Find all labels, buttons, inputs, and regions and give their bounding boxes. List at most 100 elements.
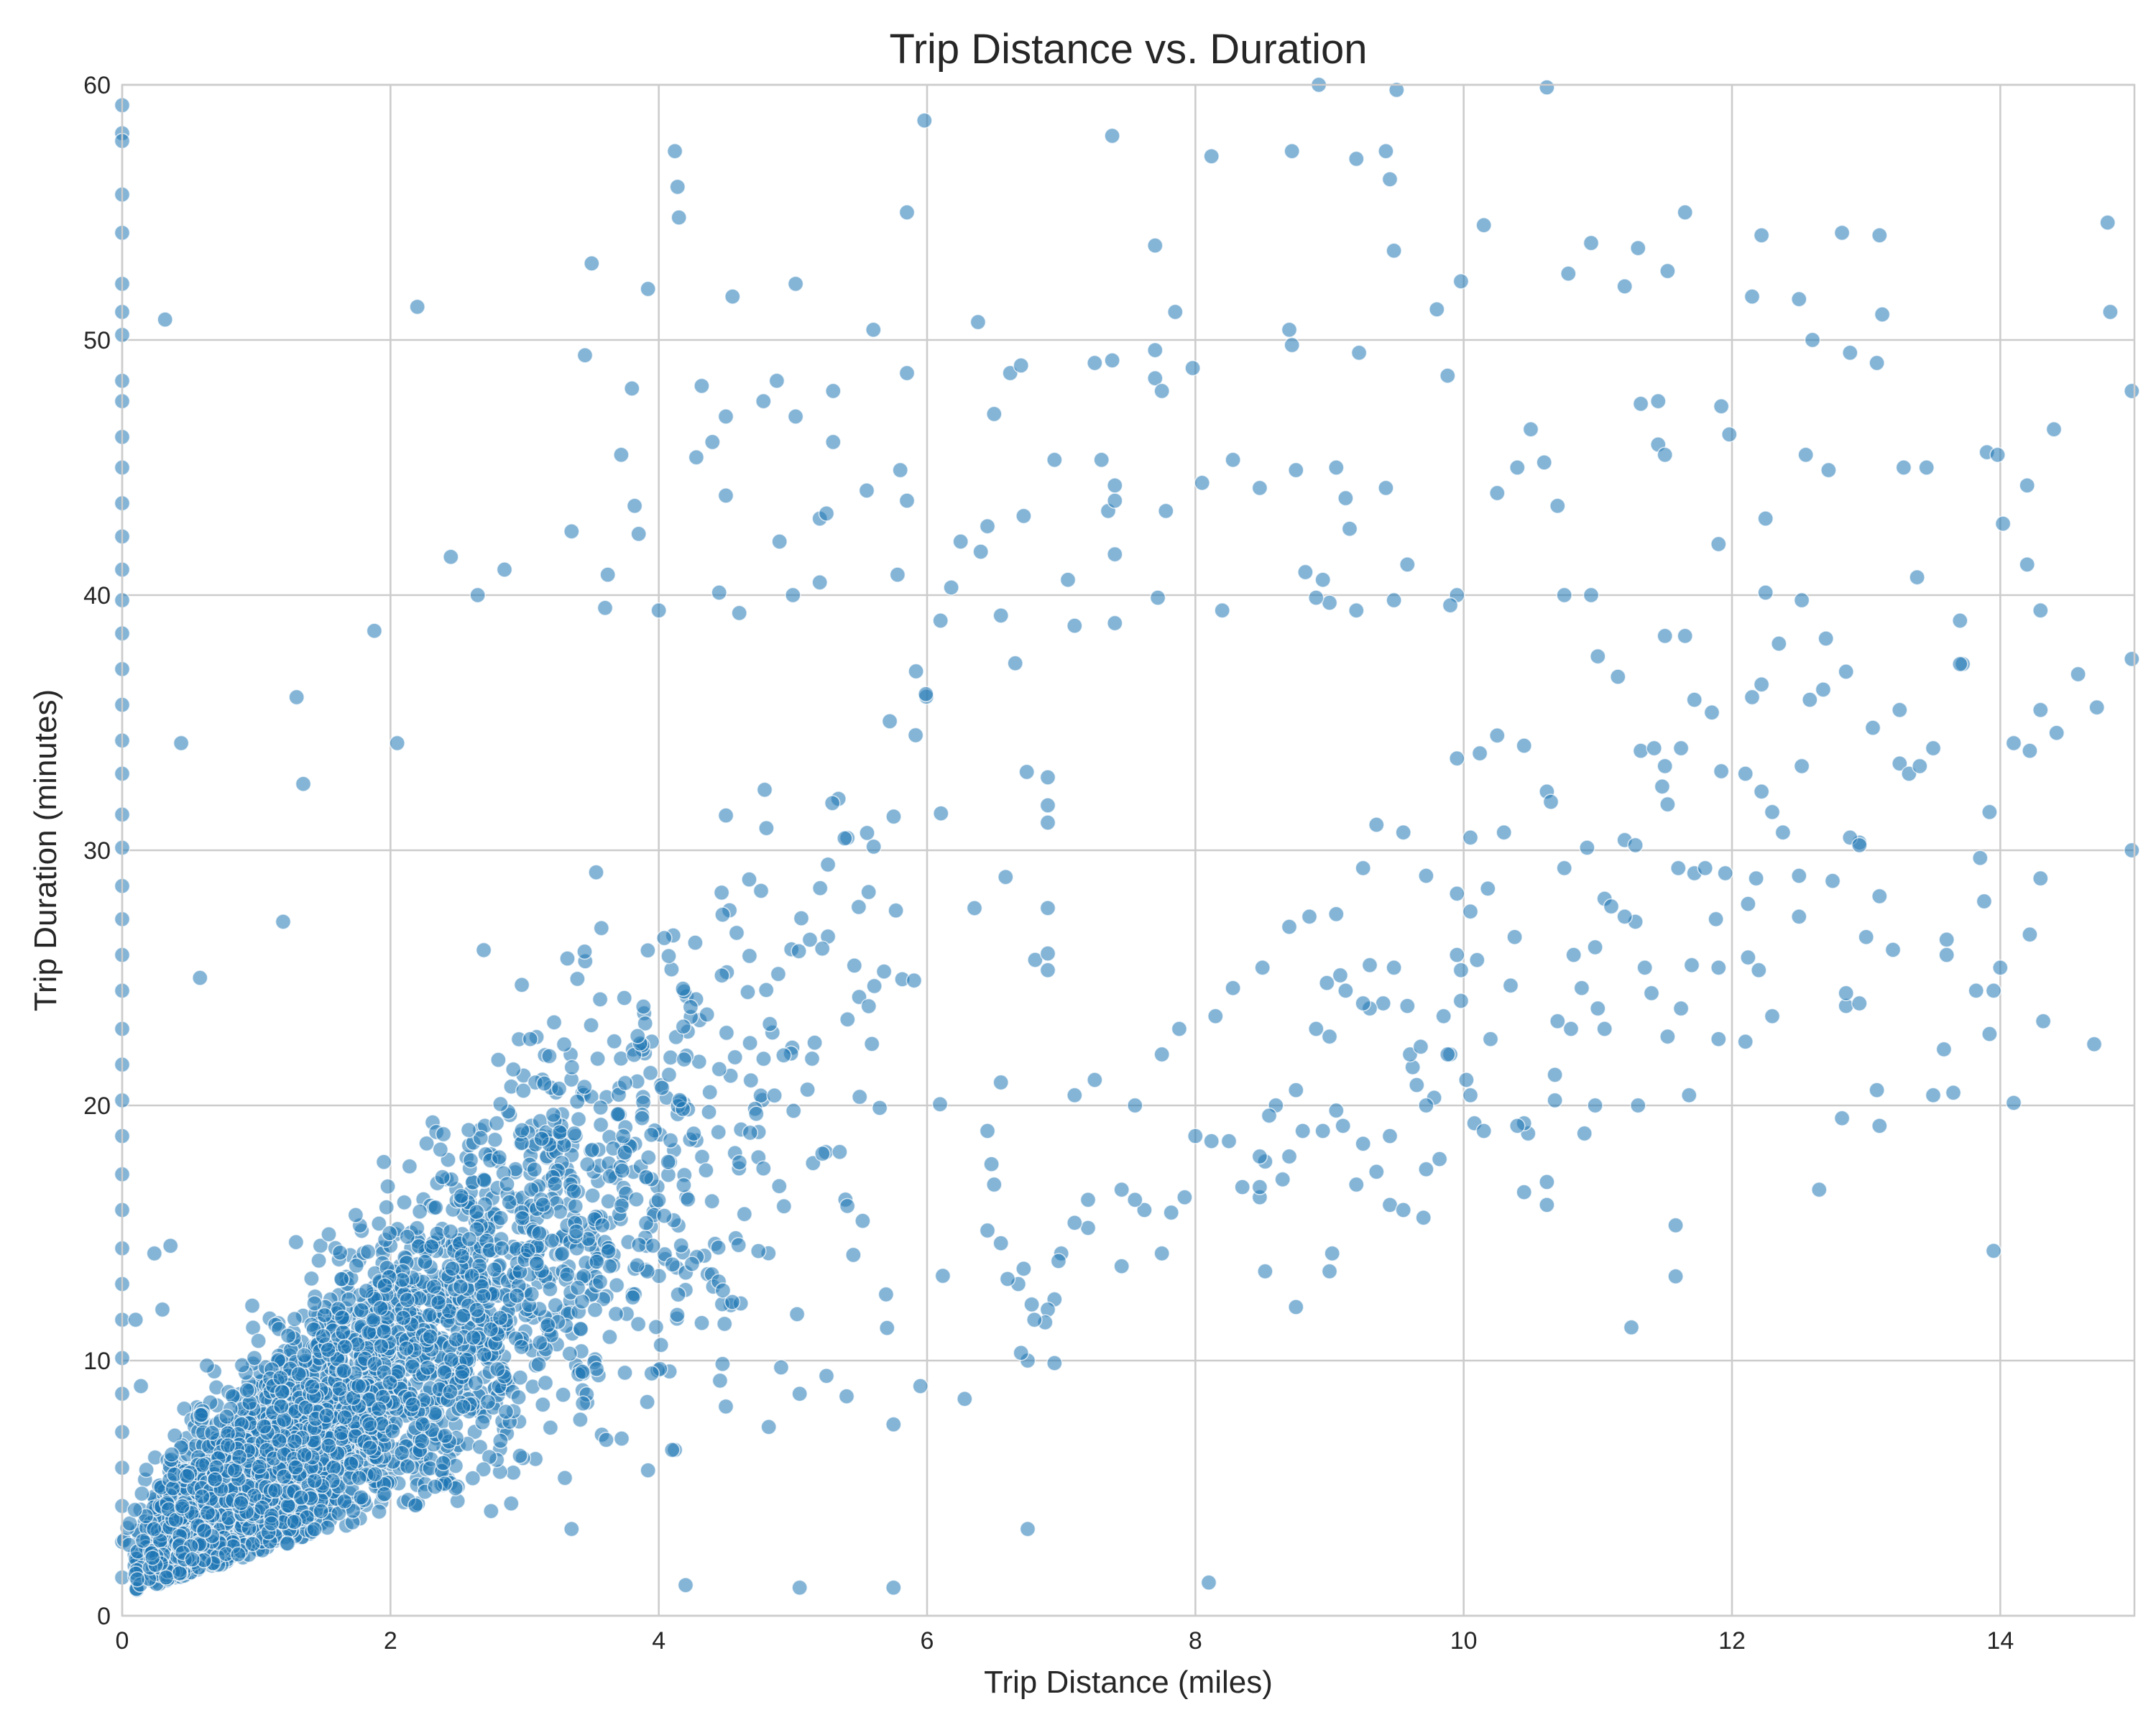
data-point <box>1153 382 1170 400</box>
data-point <box>613 446 630 464</box>
data-point <box>637 1215 655 1231</box>
data-point <box>740 984 756 1000</box>
data-point <box>134 1485 150 1502</box>
y-tick-label: 60 <box>83 72 111 99</box>
data-point <box>1757 510 1774 527</box>
data-point <box>640 280 657 298</box>
data-point <box>630 525 648 543</box>
data-point <box>771 1178 788 1195</box>
data-point <box>298 1399 314 1416</box>
data-point <box>1681 1087 1697 1104</box>
data-point <box>193 1488 211 1505</box>
data-point <box>1023 1296 1040 1313</box>
data-point <box>365 1312 382 1328</box>
data-point <box>1308 1021 1325 1037</box>
data-point <box>933 805 949 822</box>
data-point <box>165 1480 181 1496</box>
data-point <box>1740 896 1756 912</box>
data-point <box>1697 860 1713 877</box>
data-point <box>286 1433 303 1450</box>
data-point <box>206 1471 224 1488</box>
data-point <box>629 1257 646 1274</box>
data-point <box>731 604 747 622</box>
data-point <box>1288 1299 1304 1315</box>
x-tick-label: 2 <box>384 1627 397 1655</box>
data-point <box>1549 1013 1566 1030</box>
data-point <box>825 433 842 451</box>
data-point <box>626 497 643 515</box>
data-point <box>530 1356 547 1373</box>
data-point <box>642 1126 660 1144</box>
data-point <box>1802 691 1818 708</box>
data-point <box>331 1381 349 1397</box>
data-point <box>1710 960 1727 976</box>
data-point <box>292 1489 310 1506</box>
data-point <box>453 1187 470 1205</box>
data-point <box>520 1242 537 1259</box>
data-point <box>574 1395 591 1412</box>
data-point <box>1067 617 1083 634</box>
data-point <box>785 1103 802 1119</box>
data-point <box>486 1261 503 1278</box>
data-point <box>336 1409 354 1426</box>
data-point <box>1590 1000 1606 1017</box>
data-point <box>643 1365 660 1382</box>
data-point <box>1791 290 1807 308</box>
data-point <box>1386 960 1402 976</box>
data-point <box>1627 837 1644 854</box>
data-point <box>818 1368 835 1384</box>
data-point <box>469 1302 485 1318</box>
data-point <box>664 1256 681 1273</box>
data-point <box>885 808 902 825</box>
data-point <box>2099 214 2116 231</box>
data-point <box>1925 740 1942 757</box>
data-point <box>1547 1067 1563 1083</box>
data-point <box>583 255 600 272</box>
data-point <box>417 1254 433 1270</box>
data-point <box>413 1432 430 1450</box>
data-point <box>513 1338 530 1356</box>
data-point <box>787 408 804 425</box>
data-point <box>566 1183 582 1200</box>
data-point <box>127 1311 144 1328</box>
data-point <box>1536 454 1552 471</box>
data-point <box>126 1501 143 1519</box>
data-point <box>542 1281 558 1297</box>
data-point <box>683 1256 701 1272</box>
chart-title: Trip Distance vs. Duration <box>889 26 1367 73</box>
data-point <box>576 346 594 364</box>
data-point <box>724 1294 741 1310</box>
data-point <box>320 1341 336 1358</box>
data-point <box>1774 824 1792 841</box>
data-point <box>1667 1217 1684 1234</box>
data-point <box>193 1407 209 1424</box>
data-point <box>435 1455 452 1471</box>
data-point <box>756 781 773 799</box>
data-point <box>630 1315 647 1333</box>
data-point <box>279 1535 296 1552</box>
data-point <box>1935 1041 1953 1058</box>
data-point <box>347 1207 364 1223</box>
data-point <box>132 1378 149 1394</box>
data-point <box>682 998 699 1016</box>
data-point <box>811 880 829 896</box>
data-point <box>1968 983 1984 999</box>
data-point <box>536 1075 553 1092</box>
data-point <box>675 1018 692 1035</box>
data-point <box>710 1239 727 1256</box>
data-point <box>434 1169 451 1185</box>
y-tick-label: 40 <box>83 582 111 610</box>
data-point <box>863 1036 880 1052</box>
data-point <box>195 1522 213 1540</box>
data-point <box>1184 359 1201 377</box>
data-point <box>286 1310 303 1328</box>
data-point <box>1672 1000 1690 1017</box>
data-point <box>600 1243 617 1260</box>
data-point <box>1603 898 1620 915</box>
data-point <box>755 392 772 410</box>
data-point <box>427 1478 443 1495</box>
data-point <box>898 364 916 382</box>
data-point <box>773 1359 790 1376</box>
data-point <box>563 1521 580 1537</box>
data-point <box>274 1384 290 1400</box>
